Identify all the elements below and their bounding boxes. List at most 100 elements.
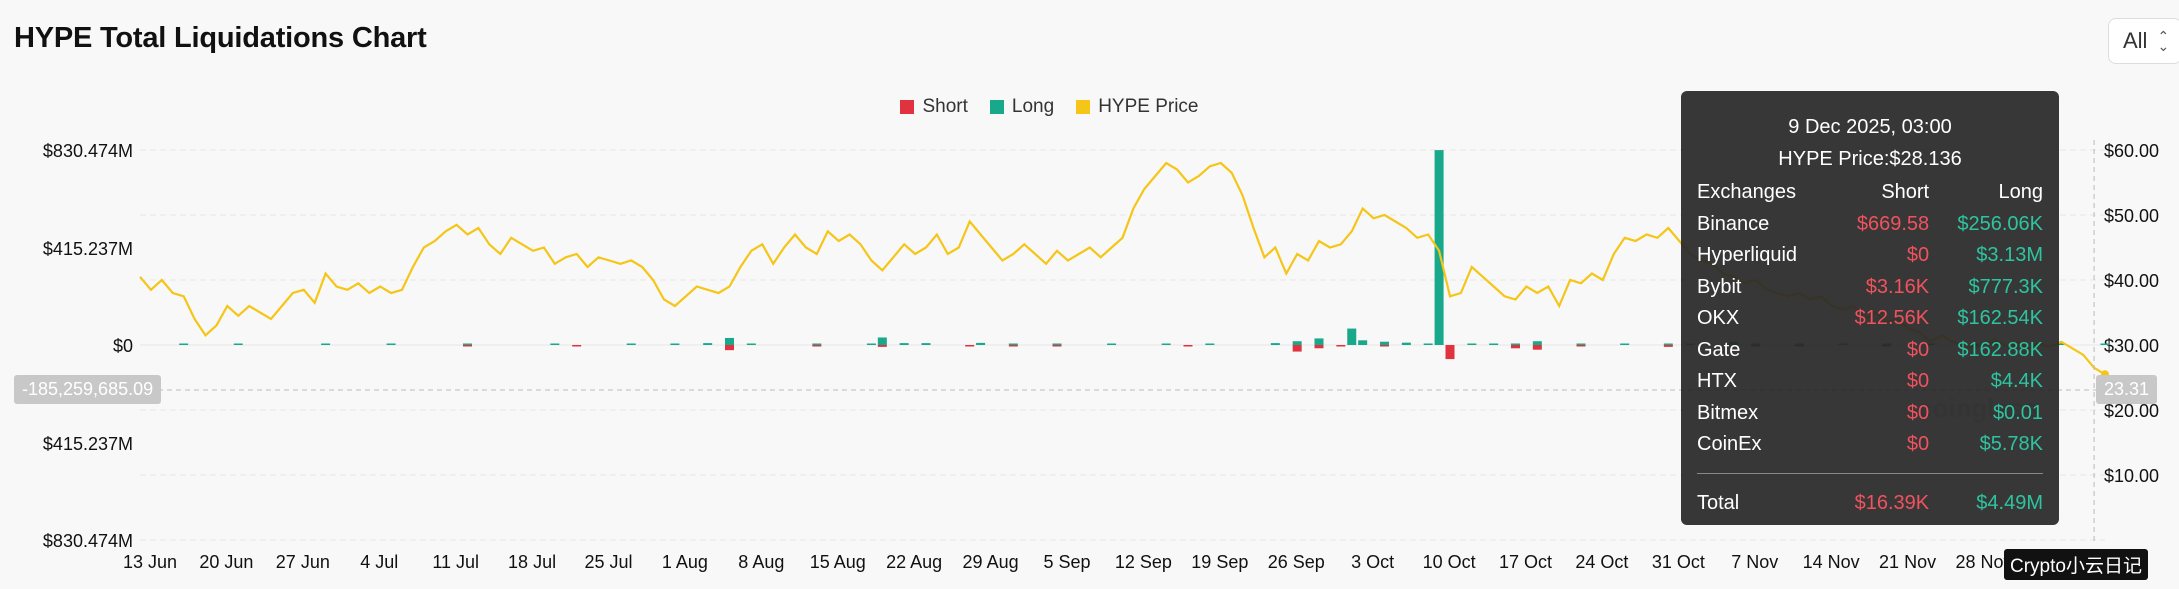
long-bar	[1532, 341, 1542, 345]
short-bar	[725, 345, 734, 351]
tooltip-total-row: Total $16.39K $4.49M	[1697, 488, 2043, 520]
long-bar	[626, 343, 636, 345]
left-tick-label: $830.474M	[43, 141, 133, 161]
chart-tooltip: 9 Dec 2025, 03:00 HYPE Price:$28.136 Exc…	[1681, 91, 2059, 525]
tooltip-exchange: Hyperliquid	[1697, 244, 1798, 267]
short-bar	[1663, 345, 1673, 347]
short-bar	[1314, 345, 1324, 349]
x-tick-label: 3 Oct	[1351, 552, 1394, 572]
tooltip-short-value: $0	[1906, 401, 1930, 424]
short-bar	[463, 345, 472, 347]
tooltip-short-value: $0	[1906, 244, 1930, 267]
x-tick-label: 24 Oct	[1575, 552, 1628, 572]
time-range-value: All	[2123, 28, 2148, 53]
legend-label-long: Long	[1011, 96, 1055, 117]
legend-item-short[interactable]: Short	[900, 96, 968, 118]
legend-label-short: Short	[922, 96, 968, 117]
legend-swatch-price	[1076, 100, 1091, 114]
tooltip-long-value: $162.54K	[1957, 307, 2043, 330]
tooltip-header-exchange: Exchanges	[1697, 181, 1796, 204]
tooltip-exchange: HTX	[1697, 370, 1737, 393]
tooltip-divider	[1697, 460, 2043, 474]
tooltip-long-value: $256.06K	[1957, 212, 2043, 235]
legend-label-price: HYPE Price	[1098, 96, 1199, 117]
x-tick-label: 11 Jul	[432, 552, 479, 572]
tooltip-long-value: $3.13M	[1976, 244, 2043, 267]
tooltip-row: OKX $12.56K $162.54K	[1697, 303, 2043, 335]
tooltip-exchange: Gate	[1697, 338, 1741, 361]
x-tick-label: 29 Aug	[963, 552, 1019, 572]
legend-swatch-long	[989, 100, 1004, 114]
tooltip-row: CoinEx $0 $5.78K	[1697, 429, 2043, 461]
x-tick-label: 1 Aug	[662, 552, 708, 572]
long-bar	[1107, 343, 1117, 345]
long-bar	[1347, 328, 1357, 345]
short-bar	[1445, 345, 1455, 360]
long-bar	[1423, 343, 1433, 345]
x-tick-label: 10 Oct	[1423, 552, 1476, 572]
right-tick-label: $10.00	[2104, 466, 2159, 486]
tooltip-exchange: OKX	[1697, 307, 1740, 330]
tooltip-row: Gate $0 $162.88K	[1697, 335, 2043, 367]
time-range-select[interactable]: All ⌃ ⌄	[2108, 18, 2179, 64]
long-bar	[1358, 340, 1368, 345]
page-title: HYPE Total Liquidations Chart	[14, 22, 427, 54]
tooltip-row: HTX $0 $4.4K	[1697, 366, 2043, 398]
long-bar	[703, 343, 713, 345]
legend-item-long[interactable]: Long	[989, 96, 1055, 118]
long-bar	[899, 343, 909, 345]
left-axis: $830.474M $415.237M $0 $415.237M $830.474M	[43, 141, 133, 551]
right-tick-label: $60.00	[2104, 141, 2159, 161]
x-tick-label: 25 Jul	[584, 552, 632, 572]
long-bar	[550, 343, 560, 345]
short-bar	[965, 345, 975, 347]
tooltip-short-value: $0	[1906, 433, 1930, 456]
long-bar	[1467, 343, 1477, 345]
chevron-updown-icon: ⌃ ⌄	[2157, 28, 2170, 54]
tooltip-header-short: Short	[1881, 181, 1930, 204]
liquidation-bars	[179, 150, 2110, 360]
tooltip-table: Exchanges Short Long Binance $669.58 $256.…	[1697, 177, 2043, 519]
short-bar	[1052, 345, 1062, 347]
long-bar	[1380, 341, 1389, 345]
long-bar	[1663, 343, 1673, 345]
crosshair-left-value: -185,259,685.09	[14, 375, 162, 404]
tooltip-long-value: $777.3K	[1968, 275, 2043, 298]
long-bar	[1511, 343, 1520, 345]
short-bar	[1576, 345, 1586, 347]
long-bar	[1576, 343, 1586, 345]
long-bar	[670, 343, 680, 345]
tooltip-short-value: $12.56K	[1854, 307, 1930, 330]
x-tick-label: 7 Nov	[1731, 552, 1778, 572]
tooltip-header-long: Long	[1998, 181, 2044, 204]
long-bar	[2100, 343, 2110, 345]
short-bar	[1292, 345, 1302, 352]
x-tick-label: 15 Aug	[810, 552, 866, 572]
x-tick-label: 17 Oct	[1499, 552, 1552, 572]
long-bar	[1292, 341, 1302, 345]
legend-item-price[interactable]: HYPE Price	[1076, 96, 1199, 118]
tooltip-row: Bitmex $0 $0.01	[1697, 398, 2043, 430]
long-bar	[812, 343, 822, 345]
long-bar	[179, 343, 189, 345]
tooltip-gap	[1697, 473, 2043, 488]
long-bar	[1489, 343, 1499, 345]
long-bar	[866, 343, 876, 345]
x-tick-label: 4 Jul	[360, 552, 398, 572]
long-bar	[386, 343, 396, 345]
legend-swatch-short	[900, 100, 915, 114]
left-tick-label: $0	[113, 336, 133, 356]
x-axis: 13 Jun 20 Jun 27 Jun 4 Jul 11 Jul 18 Jul 25 Ju…	[123, 552, 2013, 572]
tooltip-exchange: Bitmex	[1697, 401, 1759, 424]
tooltip-total-short: $16.39K	[1854, 491, 1930, 514]
long-bar	[321, 343, 331, 345]
long-bar	[1205, 343, 1215, 345]
right-tick-label: $40.00	[2104, 271, 2159, 291]
right-axis: $60.00 $50.00 $40.00 $30.00 $20.00 $10.00	[2104, 141, 2159, 486]
tooltip-date: 9 Dec 2025, 03:00	[1788, 116, 1952, 138]
long-bar	[746, 343, 756, 345]
tooltip-price: HYPE Price:$28.136	[1778, 148, 1962, 170]
long-bar	[1434, 150, 1444, 345]
tooltip-short-value: $3.16K	[1865, 275, 1930, 298]
tooltip-long-value: $162.88K	[1957, 338, 2043, 361]
